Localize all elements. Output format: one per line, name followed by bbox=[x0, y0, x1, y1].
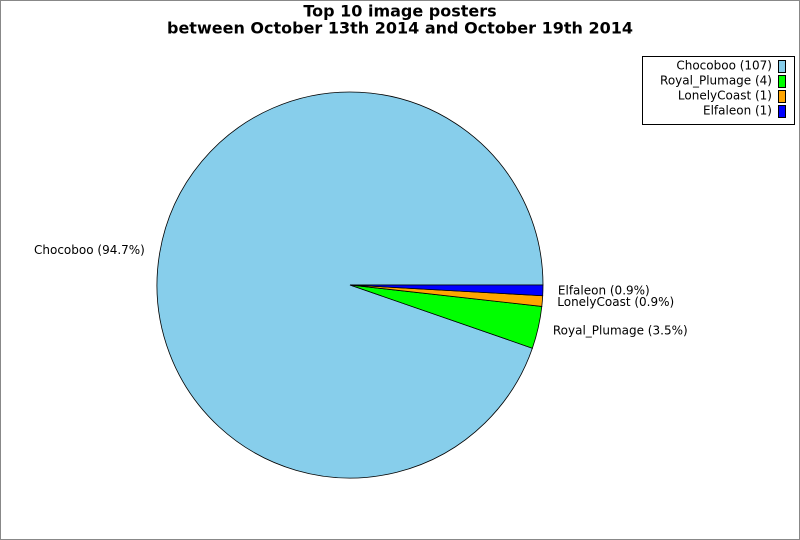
pie-slice bbox=[349, 284, 544, 297]
slice-label: LonelyCoast (0.9%) bbox=[557, 295, 674, 309]
legend-label: Royal_Plumage (4) bbox=[660, 74, 772, 88]
legend-label: LonelyCoast (1) bbox=[678, 89, 772, 103]
legend-swatch bbox=[778, 75, 786, 88]
chart-title: Top 10 image posters bbox=[303, 2, 496, 21]
slice-label: Chocoboo (94.7%) bbox=[34, 243, 145, 257]
chart-subtitle: between October 13th 2014 and October 19… bbox=[167, 19, 633, 38]
slice-label: Elfaleon (0.9%) bbox=[558, 283, 650, 297]
legend-label: Chocoboo (107) bbox=[676, 59, 772, 73]
legend-swatch bbox=[778, 90, 786, 103]
slice-label: Royal_Plumage (3.5%) bbox=[553, 324, 688, 338]
legend-swatch bbox=[778, 60, 786, 73]
legend-box bbox=[642, 56, 795, 125]
legend-swatch bbox=[778, 105, 786, 118]
legend-label: Elfaleon (1) bbox=[703, 104, 772, 118]
